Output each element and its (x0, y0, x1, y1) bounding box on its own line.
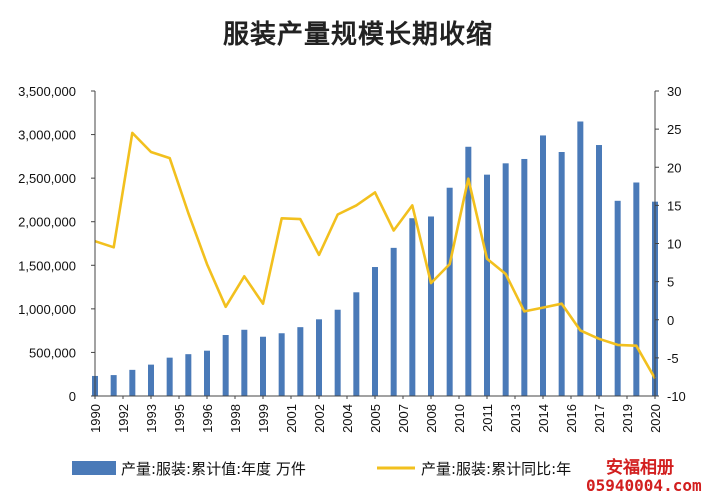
right-tick-label: -10 (667, 389, 686, 404)
x-tick-label: 1998 (228, 404, 243, 433)
bar-2016 (577, 121, 584, 396)
watermark-line1: 安福相册 (606, 457, 674, 478)
legend: 产量:服装:累计值:年度 万件 产量:服装:累计同比:年 (72, 460, 571, 478)
right-tick-label: 15 (667, 198, 681, 213)
bar-2000 (278, 333, 285, 396)
x-tick-label: 1995 (172, 404, 187, 433)
bar-2012 (502, 163, 509, 396)
bar-1998 (241, 329, 248, 396)
bar-2008 (428, 216, 434, 396)
x-tick-label: 2007 (396, 404, 411, 433)
right-tick-label: 5 (667, 275, 674, 290)
x-tick-label: 2020 (648, 404, 663, 433)
bar-2002 (316, 319, 322, 396)
x-tick-label: 2014 (536, 404, 551, 433)
bar-1996 (204, 350, 210, 396)
x-tick-label: 2011 (480, 404, 495, 432)
right-tick-label: -5 (667, 351, 679, 366)
x-tick-label: 2002 (312, 404, 327, 433)
x-tick-label: 2004 (340, 404, 355, 433)
bar-2018 (614, 200, 621, 396)
left-tick-label: 500,000 (29, 345, 76, 360)
bar-2010 (465, 146, 472, 396)
bar-2019 (633, 182, 640, 396)
left-tick-label: 0 (69, 389, 76, 404)
bar-2001 (297, 327, 304, 396)
bar-2007 (409, 218, 416, 396)
right-tick-label: 0 (667, 313, 674, 328)
x-tick-label: 1992 (116, 404, 131, 433)
x-tick-label: 2005 (368, 404, 383, 433)
x-tick-label: 1999 (256, 404, 271, 433)
left-tick-label: 2,000,000 (18, 215, 76, 230)
legend-label-bar: 产量:服装:累计值:年度 万件 (121, 460, 306, 478)
right-tick-label: 10 (667, 237, 681, 252)
bar-2013 (521, 158, 528, 396)
x-tick-label: 2010 (452, 404, 467, 433)
bar-2015 (558, 152, 565, 396)
bar-2005 (372, 267, 378, 396)
bar-2003 (334, 309, 341, 396)
watermark-line2: 05940004.com (586, 476, 702, 495)
chart-title: 服装产量规模长期收缩 (222, 20, 493, 50)
right-axis-ticks: -10 -5 0 5 10 15 20 25 30 (655, 84, 686, 404)
legend-label-line: 产量:服装:累计同比:年 (421, 460, 571, 478)
x-tick-label: 2019 (620, 404, 635, 433)
left-axis-ticks: 0 500,000 1,000,000 1,500,000 2,000,000 2,500… (18, 84, 95, 404)
x-tick-label: 2013 (508, 404, 523, 433)
left-tick-label: 3,500,000 (18, 84, 76, 99)
left-tick-label: 2,500,000 (18, 171, 76, 186)
x-tick-label: 2001 (284, 404, 299, 433)
bar-2006 (390, 247, 397, 396)
x-tick-label: 2017 (592, 404, 607, 433)
left-tick-label: 3,000,000 (18, 128, 76, 143)
x-tick-label: 1993 (144, 404, 159, 433)
bar-2011 (484, 174, 490, 396)
left-tick-label: 1,500,000 (18, 258, 76, 273)
bar-1997 (222, 335, 229, 396)
right-tick-label: 25 (667, 122, 681, 137)
bar-1991 (110, 375, 117, 396)
x-axis-ticks: 1990 1992 1993 1995 1996 1998 1999 2001 2002 2004… (88, 396, 663, 433)
x-tick-label: 1996 (200, 404, 215, 433)
right-tick-label: 20 (667, 160, 681, 175)
bar-1995 (185, 354, 192, 396)
bar-1993 (148, 364, 154, 396)
legend-swatch-bar (72, 461, 116, 475)
bar-series (92, 121, 658, 396)
bar-1994 (166, 357, 173, 396)
watermark: 安福相册 05940004.com (582, 455, 716, 498)
x-tick-label: 2016 (564, 404, 579, 433)
left-tick-label: 1,000,000 (18, 302, 76, 317)
bar-2017 (596, 145, 602, 396)
bar-1992 (129, 369, 136, 396)
x-tick-label: 2008 (424, 404, 439, 433)
line-series (94, 131, 657, 380)
x-tick-label: 1990 (88, 404, 103, 433)
bar-2014 (540, 135, 546, 396)
watermark-background (582, 455, 716, 498)
bar-2009 (446, 187, 453, 396)
bar-1999 (260, 336, 266, 396)
bar-2004 (353, 292, 360, 396)
right-tick-label: 30 (667, 84, 681, 99)
